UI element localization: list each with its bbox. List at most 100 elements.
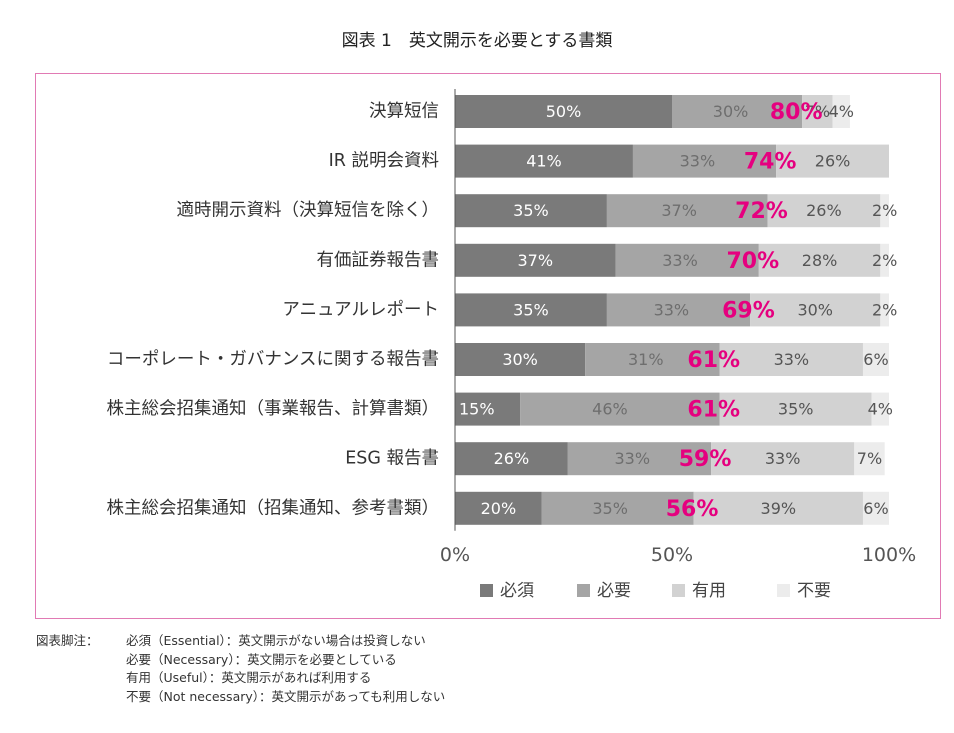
data-label: 26% — [494, 449, 530, 468]
x-tick-label: 0% — [440, 544, 470, 566]
data-label: 6% — [863, 350, 888, 369]
data-label: 7% — [857, 449, 882, 468]
chart-frame: 決算短信 50% 30% 7% 4% 80% IR 説明会資料 41% 33% 26% 74% 適時開… — [35, 73, 941, 619]
note-line-4: 不要（Not necessary）：英文開示があっても利用しない — [36, 688, 445, 707]
total-label: 61% — [687, 398, 740, 423]
data-label: 33% — [774, 350, 810, 369]
total-label: 80% — [770, 100, 823, 125]
legend-swatch — [672, 584, 685, 597]
bar-segment — [880, 243, 889, 277]
bar-segment — [520, 392, 720, 426]
legend-label: 必須 — [500, 581, 534, 601]
data-label: 35% — [513, 201, 549, 220]
note-text: 必要（Necessary）：英文開示を必要としている — [126, 651, 397, 667]
data-label: 30% — [713, 102, 749, 121]
bar-segment — [854, 442, 885, 476]
bar-segment — [758, 243, 881, 277]
bar-segment — [767, 194, 881, 228]
legend-label: 有用 — [692, 581, 726, 601]
bar-segment — [455, 392, 521, 426]
category-label: 有価証券報告書 — [317, 250, 440, 270]
data-label: 41% — [526, 152, 562, 171]
category-label: ESG 報告書 — [345, 449, 439, 469]
note-text: 有用（Useful）：英文開示があれば利用する — [126, 670, 372, 685]
legend-swatch — [480, 584, 493, 597]
total-label: 61% — [687, 348, 740, 373]
bar-segment — [455, 343, 586, 376]
data-label: 33% — [765, 449, 801, 468]
data-label: 33% — [662, 251, 698, 270]
total-label: 74% — [744, 150, 797, 175]
bar-segment — [862, 491, 889, 525]
category-label: 株主総会招集通知（招集通知、参考書類） — [107, 498, 440, 518]
bar-segment — [455, 95, 672, 128]
data-label: 46% — [592, 400, 628, 419]
bar-segment — [567, 442, 712, 476]
bar-segment — [455, 442, 568, 476]
bar-segment — [455, 491, 542, 525]
category-label: IR 説明会資料 — [329, 151, 439, 171]
note-line-2: 必要（Necessary）：英文開示を必要としている — [36, 651, 445, 670]
bar-segment — [615, 243, 759, 277]
data-label: 50% — [546, 102, 582, 121]
data-label: 37% — [518, 251, 554, 270]
category-label: コーポレート・ガバナンスに関する報告書 — [107, 350, 439, 370]
legend-swatch — [577, 584, 590, 597]
total-label: 59% — [679, 447, 732, 472]
data-label: 26% — [806, 201, 842, 220]
page-title: 図表 1 英文開示を必要とする書類 — [341, 31, 613, 51]
stacked-bar-chart: 決算短信 50% 30% 7%4%80%IR 説明会資料 41% 33% 26%74%適時開… — [107, 89, 916, 601]
data-label: 33% — [680, 152, 716, 171]
bar-segment — [585, 343, 720, 376]
data-label: 4% — [868, 400, 893, 419]
x-tick-label: 50% — [651, 544, 693, 566]
bar-segment — [776, 144, 889, 178]
data-label: 2% — [872, 201, 897, 220]
note-line-3: 有用（Useful）：英文開示があれば利用する — [36, 669, 445, 688]
data-label: 6% — [863, 499, 888, 518]
data-label: 37% — [661, 201, 697, 220]
data-label: 7% — [805, 102, 830, 121]
bar-segment — [802, 95, 833, 128]
bar-segment — [871, 392, 889, 426]
data-label: 35% — [513, 300, 549, 319]
data-label: 30% — [502, 350, 538, 369]
data-label: 35% — [778, 400, 814, 419]
data-label: 15% — [459, 400, 495, 419]
data-label: 33% — [654, 300, 690, 319]
total-label: 69% — [722, 298, 775, 323]
bar-segment — [750, 293, 881, 327]
footnotes: 図表脚注： 必須（Essential）：英文開示がない場合は投資しない 必要（N… — [36, 632, 445, 706]
bar-segment — [606, 293, 751, 327]
bar-segment — [719, 343, 863, 376]
category-label: 株主総会招集通知（事業報告、計算書類） — [107, 399, 440, 419]
legend-label: 不要 — [797, 581, 831, 601]
data-label: 26% — [815, 152, 851, 171]
category-label: 決算短信 — [369, 102, 439, 122]
bar-segment — [672, 95, 803, 128]
data-label: 30% — [797, 300, 833, 319]
total-label: 72% — [735, 199, 788, 224]
category-label: 適時開示資料（決算短信を除く） — [177, 201, 440, 221]
bar-segment — [455, 293, 607, 327]
data-label: 4% — [829, 102, 854, 121]
bar-segment — [541, 491, 694, 525]
data-label: 39% — [761, 499, 797, 518]
legend-label: 必要 — [597, 581, 631, 601]
data-label: 2% — [872, 251, 897, 270]
note-line-1: 図表脚注： 必須（Essential）：英文開示がない場合は投資しない — [36, 632, 445, 651]
bar-segment — [455, 243, 616, 277]
bar-segment — [719, 392, 872, 426]
bar-segment — [862, 343, 889, 376]
total-label: 56% — [666, 497, 719, 522]
bar-segment — [832, 95, 850, 128]
bar-segment — [711, 442, 855, 476]
note-text: 不要（Not necessary）：英文開示があっても利用しない — [126, 688, 446, 704]
bar-segment — [455, 144, 633, 178]
bar-segment — [693, 491, 863, 525]
bar-segment — [606, 194, 768, 228]
data-label: 31% — [628, 350, 664, 369]
note-prefix: 図表脚注： — [36, 633, 99, 648]
bar-segment — [632, 144, 777, 178]
category-label: アニュアルレポート — [282, 300, 439, 320]
